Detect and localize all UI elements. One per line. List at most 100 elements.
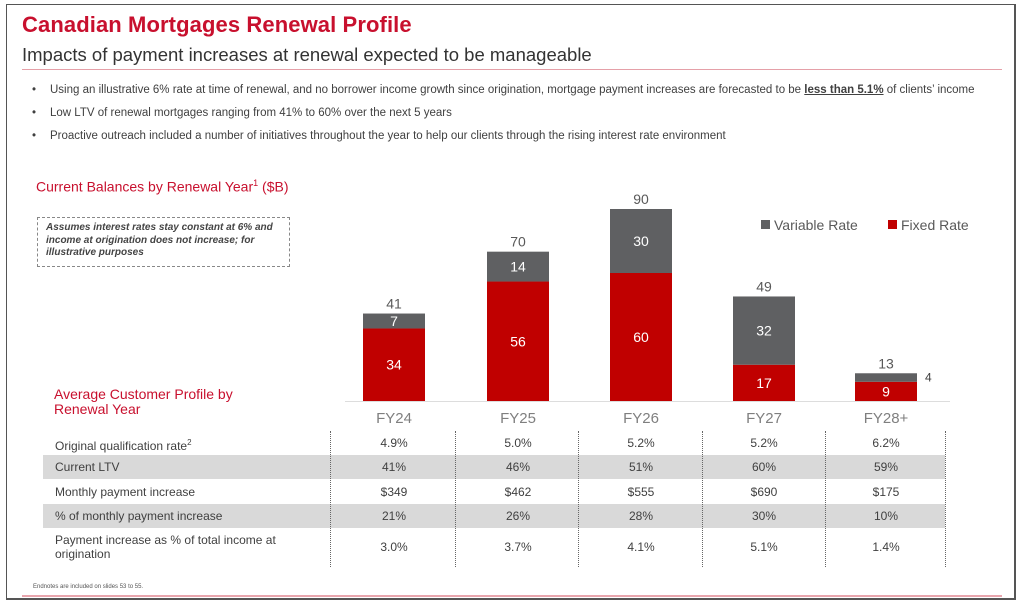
table-cell: 3.0%: [380, 540, 408, 554]
row-label-text: % of monthly payment increase: [55, 509, 223, 523]
page-subtitle: Impacts of payment increases at renewal …: [22, 44, 592, 65]
table-cell: 59%: [873, 460, 899, 474]
bullet-item: • Proactive outreach included a number o…: [28, 129, 988, 144]
bar-fixed-fy27: [733, 364, 795, 401]
table-cell: 5.0%: [504, 436, 532, 450]
title-divider: [22, 69, 1002, 70]
bar-fixed-fy25: [487, 281, 549, 401]
row-label: Original qualification rate2: [55, 436, 345, 453]
data-label-variable: 14: [510, 259, 526, 275]
chart-title-footnote: 1: [253, 178, 259, 188]
table-cell: 21%: [381, 509, 407, 523]
bar-fixed-fy28plus: [855, 381, 917, 401]
table-cell: 30%: [751, 509, 777, 523]
bar-variable-fy27: [733, 296, 795, 365]
page-title: Canadian Mortgages Renewal Profile: [22, 12, 412, 37]
column-divider: [825, 431, 826, 567]
bar-variable-fy24: [363, 313, 425, 329]
table-cell: 1.4%: [872, 540, 900, 554]
row-label-text: Payment increase as % of total income at…: [55, 533, 276, 561]
table-cell: 10%: [873, 509, 899, 523]
column-divider: [455, 431, 456, 567]
bullet-emphasis: less than 5.1%: [804, 84, 884, 96]
bullet-list: • Using an illustrative 6% rate at time …: [28, 83, 988, 152]
legend-label-variable: Variable Rate: [774, 217, 858, 233]
table-row: Payment increase as % of total income at…: [43, 529, 945, 567]
row-label-text: Monthly payment increase: [55, 485, 196, 499]
chart-assumption-note: Assumes interest rates stay constant at …: [37, 217, 290, 267]
table-cell: $175: [872, 485, 900, 499]
footer-divider: [22, 595, 1002, 597]
data-label-fixed: 60: [633, 329, 649, 345]
table-cell: $462: [504, 485, 532, 499]
bullet-icon: •: [32, 130, 37, 142]
data-label-total: 49: [756, 278, 772, 294]
table-cell: 5.1%: [750, 540, 778, 554]
bullet-item: • Low LTV of renewal mortgages ranging f…: [28, 106, 988, 121]
column-divider: [702, 431, 703, 567]
row-label-text: Current LTV: [55, 460, 120, 474]
data-label-total: 70: [510, 234, 526, 250]
table-row: % of monthly payment increase 21% 26% 28% 30…: [43, 504, 945, 528]
data-label-variable: 4: [925, 371, 932, 385]
row-label-text: Original qualification rate: [55, 439, 188, 453]
row-label: % of monthly payment increase: [55, 509, 345, 523]
bullet-icon: •: [32, 107, 37, 119]
footnote: Endnotes are included on slides 53 to 55…: [33, 584, 144, 590]
data-label-variable: 7: [390, 313, 398, 329]
bullet-text: Using an illustrative 6% rate at time of…: [50, 84, 805, 96]
bar-fixed-fy26: [610, 273, 672, 401]
data-label-fixed: 34: [386, 357, 402, 373]
chart-title-text: Current Balances by Renewal Year: [36, 178, 254, 195]
category-label: FY27: [746, 410, 782, 427]
row-label: Monthly payment increase: [55, 485, 345, 499]
bullet-text: Low LTV of renewal mortgages ranging fro…: [50, 107, 452, 119]
category-label: FY25: [500, 410, 536, 427]
data-label-fixed: 56: [510, 333, 526, 349]
bar-variable-fy25: [487, 251, 549, 282]
column-divider: [330, 431, 331, 567]
column-divider: [945, 431, 946, 567]
table-cell: 46%: [505, 460, 531, 474]
bullet-icon: •: [32, 84, 37, 96]
legend-swatch-variable: [761, 220, 770, 229]
bullet-item: • Using an illustrative 6% rate at time …: [28, 83, 988, 98]
row-label: Payment increase as % of total income at…: [55, 533, 325, 561]
table-cell: 5.2%: [627, 436, 655, 450]
table-cell: 26%: [505, 509, 531, 523]
table-cell: 3.7%: [504, 540, 532, 554]
table-cell: 6.2%: [872, 436, 900, 450]
table-row: Monthly payment increase $349 $462 $555 $690…: [43, 480, 945, 504]
data-label-fixed: 9: [882, 383, 890, 399]
table-cell: 28%: [628, 509, 654, 523]
table-cell: 51%: [628, 460, 654, 474]
row-label: Current LTV: [55, 460, 345, 474]
table-cell: 4.1%: [627, 540, 655, 554]
bar-variable-fy26: [610, 209, 672, 273]
data-label-variable: 30: [633, 233, 649, 249]
legend-swatch-fixed: [888, 220, 897, 229]
table-row: Original qualification rate2 4.9% 5.0% 5.2%…: [43, 431, 945, 455]
table-cell: $555: [627, 485, 655, 499]
table-row: Current LTV 41% 46% 51% 60% 59%: [43, 455, 945, 479]
data-label-total: 90: [633, 191, 649, 207]
profile-title: Average Customer Profile by Renewal Year: [54, 386, 233, 417]
column-divider: [578, 431, 579, 567]
table-cell: 60%: [751, 460, 777, 474]
chart-title-unit: ($B): [262, 178, 289, 195]
category-label: FY24: [376, 410, 412, 427]
bar-variable-fy28plus: [855, 373, 917, 382]
category-label: FY28+: [864, 410, 909, 427]
table-cell: $690: [750, 485, 778, 499]
data-label-total: 13: [878, 355, 894, 371]
table-cell: 5.2%: [750, 436, 778, 450]
bar-fixed-fy24: [363, 328, 425, 401]
data-label-fixed: 17: [756, 375, 772, 391]
bullet-text-end: of clients’ income: [883, 84, 975, 96]
table-cell: $349: [380, 485, 408, 499]
data-label-total: 41: [386, 296, 402, 312]
table-cell: 41%: [381, 460, 407, 474]
legend-label-fixed: Fixed Rate: [901, 217, 969, 233]
data-label-variable: 32: [756, 323, 772, 339]
